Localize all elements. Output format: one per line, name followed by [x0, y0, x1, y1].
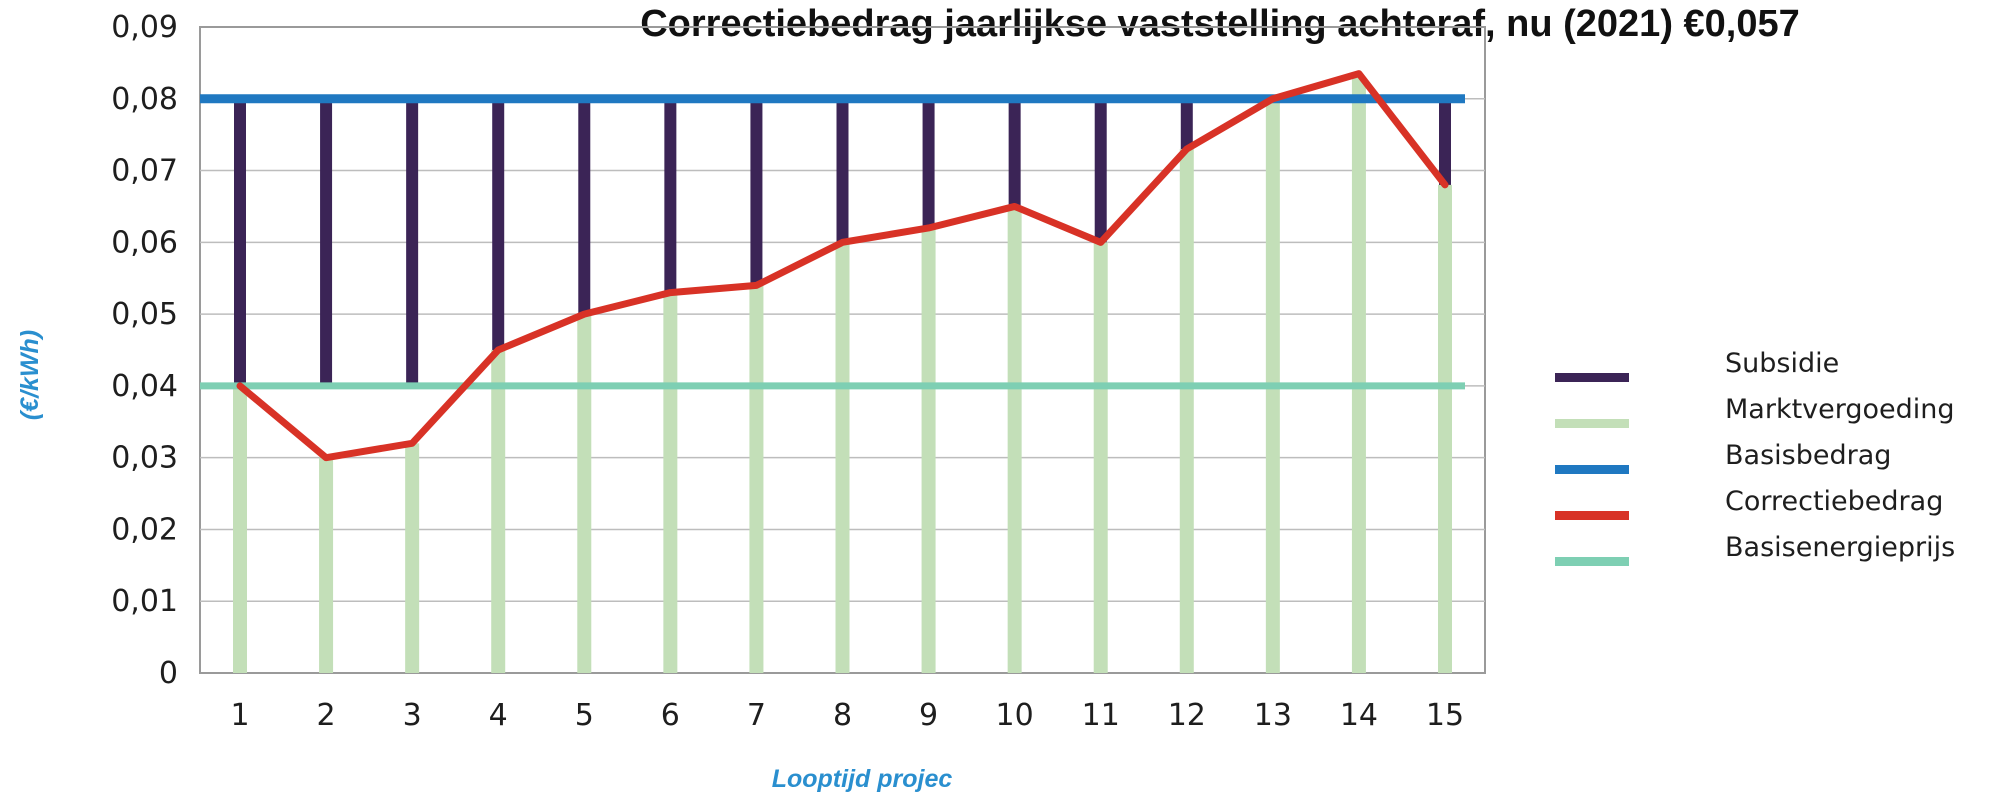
x-tick-label: 8: [833, 698, 852, 733]
subsidie-bar: [234, 98, 246, 386]
legend-swatch-basisbedrag: [1555, 465, 1629, 474]
legend-label-basisenergieprijs: Basisenergieprijs: [1725, 532, 1955, 563]
marktvergoeding-bar: [835, 242, 850, 674]
x-tick-label: 9: [919, 698, 938, 733]
x-ticks: 1 2 3 4 5 6 7 8 9 10 11 12 13 14 15: [230, 698, 1464, 733]
legend-swatch-marktvergoeding: [1555, 419, 1629, 428]
subsidie-bar: [492, 98, 505, 351]
x-tick-label: 3: [403, 698, 422, 733]
x-axis-title: Looptijd projec: [772, 765, 953, 793]
y-tick-label: 0,01: [111, 584, 178, 619]
y-tick-label: 0,03: [111, 441, 178, 476]
marktvergoeding-bar: [233, 385, 247, 673]
subsidie-bar: [664, 98, 677, 293]
marktvergoeding-bar: [1351, 77, 1366, 673]
marktvergoeding-bar: [1093, 242, 1108, 674]
series-line: [236, 70, 1449, 462]
subsidie-bar: [1008, 98, 1021, 207]
legend-label-marktvergoeding: Marktvergoeding: [1725, 394, 1955, 425]
subsidie-bar: [320, 98, 333, 386]
correctiebedrag-line: [236, 70, 1449, 462]
x-tick-label: 1: [230, 698, 249, 733]
x-tick-label: 10: [996, 698, 1034, 733]
x-tick-label: 14: [1340, 698, 1378, 733]
chart-title: Correctiebedrag jaarlijkse vaststelling …: [640, 3, 1800, 45]
y-tick-label: 0,02: [111, 512, 178, 547]
legend-label-correctiebedrag: Correctiebedrag: [1725, 486, 1943, 517]
x-tick-label: 15: [1426, 698, 1464, 733]
subsidie-bar: [1439, 98, 1451, 185]
subsidie-bar: [1094, 98, 1107, 243]
x-tick-label: 2: [317, 698, 336, 733]
subsidie-bar: [1180, 98, 1193, 150]
marktvergoeding-bar: [749, 285, 764, 673]
subsidie-bar: [578, 98, 591, 315]
y-tick-label: 0,06: [111, 225, 178, 260]
reference-lines: [200, 94, 1465, 390]
subsidie-bar: [836, 98, 849, 243]
x-tick-label: 5: [575, 698, 594, 733]
x-tick-label: 4: [489, 698, 508, 733]
legend-swatch-subsidie: [1555, 373, 1629, 382]
y-tick-label: 0,07: [111, 154, 178, 189]
y-tick-label: 0,05: [111, 297, 178, 332]
marktvergoeding-bar: [405, 443, 420, 673]
y-ticks: 0 0,01 0,02 0,03 0,04 0,05 0,06 0,07 0,08 0,09: [111, 10, 178, 691]
marktvergoeding-bar: [921, 227, 936, 673]
legend-label-subsidie: Subsidie: [1725, 348, 1839, 379]
legend-swatch-correctiebedrag: [1555, 511, 1629, 520]
legend: Subsidie Marktvergoeding Basisbedrag Correc…: [1555, 348, 1955, 566]
subsidie-bar: [750, 98, 763, 286]
y-tick-label: 0,08: [111, 82, 178, 117]
marktvergoeding-bar: [663, 292, 678, 673]
x-tick-label: 12: [1168, 698, 1206, 733]
y-tick-label: 0: [159, 656, 178, 691]
x-tick-label: 6: [661, 698, 680, 733]
legend-swatch-basisenergieprijs: [1555, 557, 1629, 566]
x-tick-label: 13: [1254, 698, 1292, 733]
marktvergoeding-bar: [491, 350, 506, 673]
marktvergoeding-bar: [577, 314, 592, 673]
y-tick-label: 0,04: [111, 369, 178, 404]
y-axis-title: (€/kWh): [16, 330, 44, 420]
legend-label-basisbedrag: Basisbedrag: [1725, 440, 1891, 471]
marktvergoeding-bar: [319, 457, 334, 673]
x-tick-label: 7: [747, 698, 766, 733]
marktvergoeding-bar: [1007, 206, 1022, 673]
marktvergoeding-bar: [1179, 149, 1194, 673]
y-tick-label: 0,09: [111, 10, 178, 45]
subsidie-bar: [922, 98, 935, 228]
x-tick-label: 11: [1082, 698, 1120, 733]
marktvergoeding-bar: [1438, 184, 1452, 673]
bars: [233, 77, 1452, 674]
subsidie-bar: [406, 98, 419, 386]
